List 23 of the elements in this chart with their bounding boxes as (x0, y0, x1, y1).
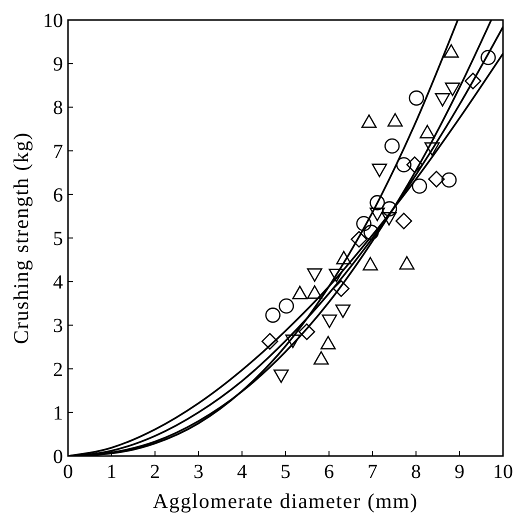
y-tick-label: 8 (53, 97, 63, 120)
x-tick-label: 10 (493, 461, 513, 483)
y-tick-label: 10 (43, 10, 63, 32)
y-tick-label: 9 (53, 54, 63, 76)
y-tick-label: 6 (53, 184, 63, 206)
y-tick-label: 1 (53, 402, 63, 424)
x-axis-title: Agglomerate diameter (mm) (152, 489, 418, 513)
y-tick-label: 7 (53, 140, 63, 163)
x-tick-label: 8 (411, 461, 421, 483)
x-tick-label: 4 (237, 461, 247, 483)
x-tick-label: 5 (280, 461, 290, 483)
x-tick-label: 6 (324, 461, 334, 483)
y-tick-label: 2 (53, 358, 63, 381)
y-tick-label: 4 (53, 272, 63, 294)
y-axis-title: Crushing strength (kg) (9, 132, 33, 344)
x-tick-label: 2 (150, 461, 160, 483)
y-tick-label: 5 (53, 228, 63, 250)
x-tick-label: 1 (106, 461, 116, 483)
x-tick-label: 9 (454, 461, 464, 483)
y-tick-label: 0 (53, 446, 63, 468)
y-tick-label: 3 (53, 315, 63, 338)
x-tick-label: 7 (368, 461, 378, 483)
x-tick-label: 3 (194, 461, 204, 483)
